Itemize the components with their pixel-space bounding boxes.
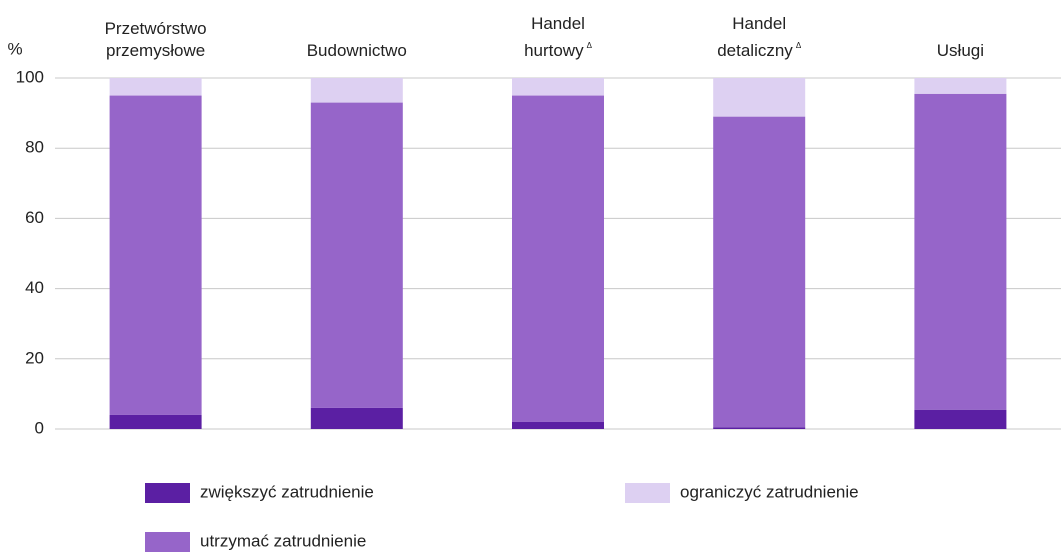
y-tick-label: 0 — [35, 418, 44, 437]
bar-segment — [310, 102, 403, 408]
y-tick-label: 80 — [25, 138, 44, 157]
x-tick-label: Handel hurtowy Δ — [458, 13, 658, 62]
bar-segment — [310, 407, 403, 429]
y-tick-label: 20 — [25, 348, 44, 367]
legend-label: zwiększyć zatrudnienie — [200, 482, 374, 501]
bar-segment — [914, 78, 1007, 94]
legend-label: utrzymać zatrudnienie — [200, 531, 366, 550]
category-text: Przetwórstwo przemysłowe — [104, 19, 207, 60]
y-tick-label: 100 — [16, 67, 44, 86]
bar-segment — [713, 116, 806, 428]
y-tick-label: 60 — [25, 208, 44, 227]
bar-segment — [109, 78, 202, 96]
footnote-mark: Δ — [586, 41, 592, 50]
y-axis-label: % — [7, 39, 22, 58]
x-tick-label: Usługi — [860, 40, 1060, 62]
x-tick-label: Przetwórstwo przemysłowe — [56, 18, 256, 62]
x-tick-label: Budownictwo — [257, 40, 457, 62]
bar-segment — [512, 78, 604, 96]
category-text: Usługi — [936, 41, 985, 60]
legend-swatch — [145, 483, 190, 503]
bar-segment — [914, 409, 1007, 429]
bar-segment — [512, 95, 604, 422]
legend-swatch — [625, 483, 670, 503]
bar-segment — [713, 78, 806, 117]
legend-label: ograniczyć zatrudnienie — [680, 482, 859, 501]
category-text: Budownictwo — [306, 41, 407, 60]
legend-swatch — [145, 532, 190, 552]
footnote-mark: Δ — [795, 41, 802, 50]
category-text: Handel detaliczny — [717, 14, 793, 60]
bar-segment — [713, 427, 806, 429]
bar-segment — [310, 78, 403, 103]
x-tick-label: Handel detaliczny Δ — [659, 13, 859, 62]
bar-segment — [109, 95, 202, 415]
y-tick-label: 40 — [25, 278, 44, 297]
bar-segment — [914, 93, 1007, 410]
bar-segment — [512, 421, 604, 429]
category-text: Handel hurtowy — [524, 14, 585, 60]
bar-segment — [109, 414, 202, 429]
